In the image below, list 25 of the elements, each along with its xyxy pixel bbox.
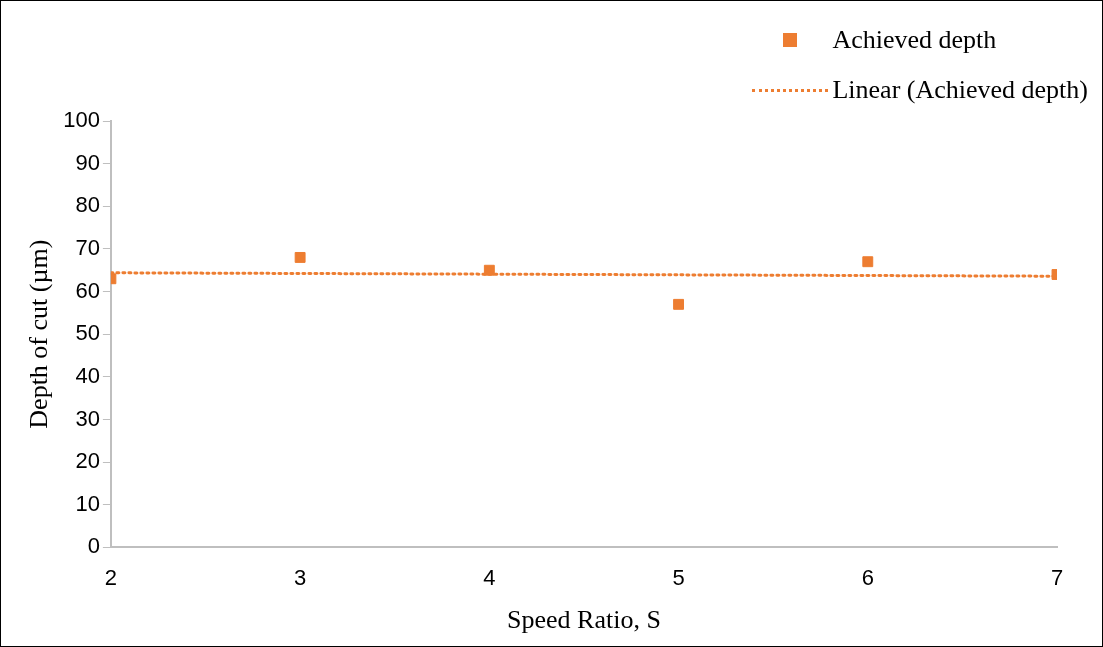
legend-label: Linear (Achieved depth) bbox=[832, 74, 1088, 106]
point bbox=[673, 298, 685, 310]
y-tick-label: 30 bbox=[75, 405, 100, 431]
x-tick-label: 2 bbox=[104, 564, 118, 590]
y-tick-label: 60 bbox=[75, 277, 100, 303]
y-tick-label: 70 bbox=[75, 234, 100, 260]
x-tick-label: 6 bbox=[861, 564, 874, 590]
x-tick-label: 3 bbox=[294, 564, 307, 590]
y-tick-label: 0 bbox=[87, 533, 100, 559]
y-axis-title: Depth of cut (µm) bbox=[24, 239, 54, 429]
y-tick-label: 80 bbox=[75, 192, 100, 218]
y-tick-label: 10 bbox=[75, 490, 100, 516]
point bbox=[294, 252, 306, 263]
y-tick-label: 20 bbox=[75, 448, 100, 474]
y-tick-label: 100 bbox=[63, 107, 100, 133]
y-tick-label: 50 bbox=[75, 320, 100, 346]
point bbox=[862, 256, 874, 268]
y-tick-label: 40 bbox=[75, 362, 100, 388]
point bbox=[483, 264, 495, 276]
x-tick-label: 7 bbox=[1050, 564, 1064, 590]
legend-label: Achieved depth bbox=[832, 24, 997, 56]
x-tick-label: 4 bbox=[483, 564, 496, 590]
y-tick-label: 90 bbox=[75, 149, 100, 175]
x-axis-title: Speed Ratio, S bbox=[507, 605, 661, 635]
x-tick-label: 5 bbox=[672, 564, 685, 590]
